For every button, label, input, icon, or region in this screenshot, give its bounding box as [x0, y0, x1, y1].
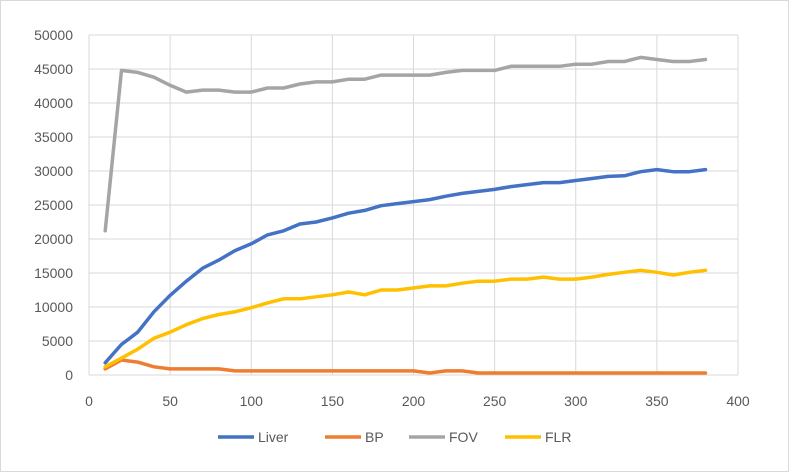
- y-tick-label: 20000: [34, 231, 73, 247]
- series-line-fov: [103, 55, 708, 233]
- x-tick-label: 50: [162, 393, 178, 409]
- y-tick-label: 25000: [34, 197, 73, 213]
- y-axis-tick-labels: 0 5000 10000 15000 20000 25000 30000 35000 40000…: [34, 27, 73, 383]
- x-tick-label: 100: [240, 393, 264, 409]
- series-line-flr: [103, 268, 708, 369]
- x-tick-label: 150: [321, 393, 345, 409]
- series-lines: [103, 55, 708, 375]
- legend: Liver BP FOV FLR: [218, 429, 571, 445]
- x-tick-label: 0: [85, 393, 93, 409]
- legend-label-flr: FLR: [545, 429, 571, 445]
- y-tick-label: 0: [65, 367, 73, 383]
- y-tick-label: 35000: [34, 129, 73, 145]
- y-tick-label: 50000: [34, 27, 73, 43]
- x-tick-label: 400: [726, 393, 750, 409]
- gridlines: [88, 34, 739, 376]
- x-tick-label: 300: [564, 393, 588, 409]
- y-tick-label: 45000: [34, 61, 73, 77]
- y-tick-label: 5000: [42, 333, 73, 349]
- y-tick-label: 10000: [34, 299, 73, 315]
- x-tick-label: 200: [402, 393, 426, 409]
- y-tick-label: 40000: [34, 95, 73, 111]
- legend-label-bp: BP: [365, 429, 384, 445]
- series-line-liver: [103, 167, 708, 365]
- series-line-bp: [103, 358, 708, 375]
- y-tick-label: 15000: [34, 265, 73, 281]
- y-tick-label: 30000: [34, 163, 73, 179]
- x-tick-label: 350: [645, 393, 669, 409]
- x-tick-label: 250: [483, 393, 507, 409]
- x-axis-tick-labels: 0 50 100 150 200 250 300 350 400: [85, 393, 750, 409]
- legend-label-fov: FOV: [449, 429, 478, 445]
- legend-label-liver: Liver: [258, 429, 289, 445]
